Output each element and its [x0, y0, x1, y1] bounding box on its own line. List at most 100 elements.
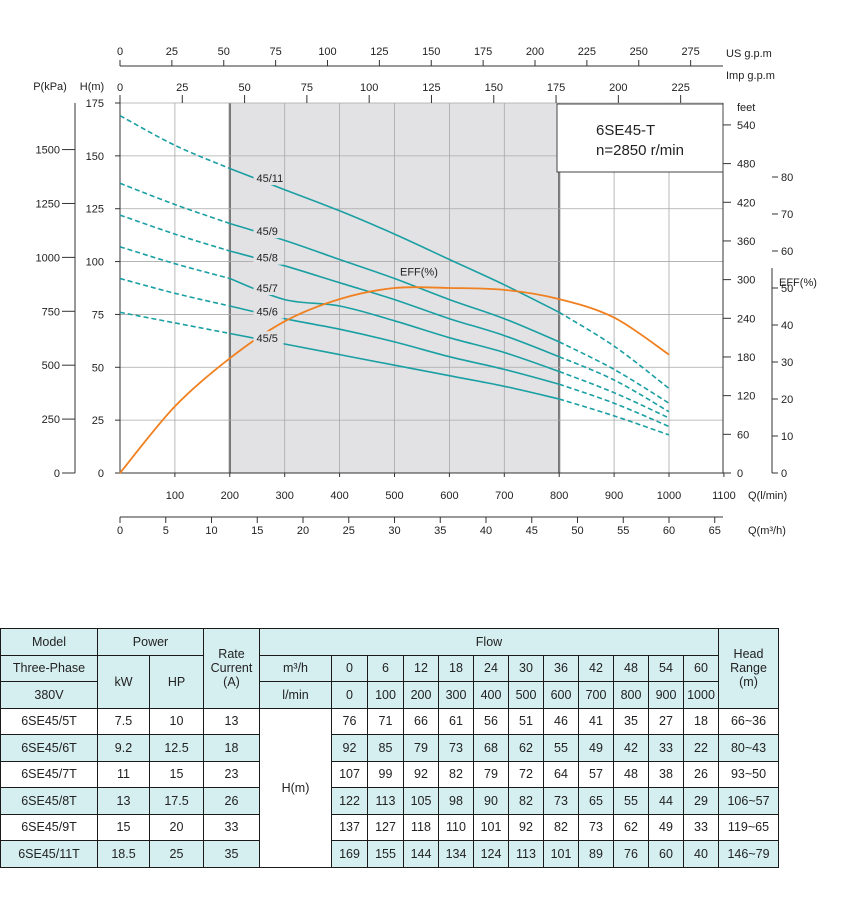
head-value-cell: 66 — [403, 707, 439, 735]
series-label-bg — [253, 304, 284, 319]
x-lpm-tick-label: 600 — [440, 490, 458, 502]
x-usgpm-tick-label: 225 — [578, 46, 596, 58]
y-head-tick-label: 150 — [86, 151, 104, 163]
flow-lmin-cell: 800 — [613, 681, 649, 709]
head-value-cell: 40 — [683, 840, 719, 868]
y-feet-tick-label: 540 — [737, 120, 755, 132]
x-usgpm-tick-label: 50 — [218, 46, 230, 58]
head-value-cell: 82 — [508, 787, 544, 815]
hp-cell: 25 — [149, 840, 204, 868]
head-value-cell: 72 — [508, 760, 544, 788]
y-feet-unit-label: feet — [737, 102, 755, 114]
y-eff-tick-label: 60 — [781, 246, 793, 258]
head-range-cell: 93~50 — [718, 760, 779, 788]
x-m3h-tick-label: 20 — [297, 525, 309, 537]
flow-lmin-cell: 1000 — [683, 681, 719, 709]
x-usgpm-tick-label: 25 — [166, 46, 178, 58]
head-value-cell: 73 — [578, 813, 614, 841]
head-value-cell: 79 — [473, 760, 509, 788]
x-usgpm-tick-label: 0 — [117, 46, 123, 58]
head-value-cell: 22 — [683, 734, 719, 762]
model-cell: 6SE45/8T — [0, 787, 98, 815]
head-range-cell: 146~79 — [718, 840, 779, 868]
x-impgpm-tick-label: 100 — [360, 82, 378, 94]
y-feet-tick-label: 60 — [737, 429, 749, 441]
head-value-cell: 71 — [367, 707, 404, 735]
head-value-cell: 122 — [331, 787, 368, 815]
head-curve-dashed-high — [558, 398, 670, 436]
y-eff-tick-label: 50 — [781, 283, 793, 295]
head-curve-dashed-high — [558, 311, 670, 390]
head-value-cell: 62 — [508, 734, 544, 762]
x-usgpm-tick-label: 250 — [630, 46, 648, 58]
series-label: 45/5 — [257, 333, 278, 345]
x-impgpm-unit-label: Imp g.p.m — [726, 70, 775, 82]
current-cell: 35 — [203, 840, 260, 868]
head-curve-dashed-high — [558, 355, 670, 413]
model-cell: 6SE45/5T — [0, 707, 98, 735]
x-usgpm-tick-label: 125 — [370, 46, 388, 58]
x-lpm-tick-label: 800 — [550, 490, 568, 502]
header-hp: HP — [149, 654, 204, 709]
y-kpa-tick-label: 750 — [42, 306, 60, 318]
head-curve — [229, 250, 560, 358]
header-lmin: l/min — [259, 681, 332, 709]
head-value-cell: 85 — [367, 734, 404, 762]
flow-lmin-cell: 400 — [473, 681, 509, 709]
head-value-cell: 144 — [403, 840, 439, 868]
kw-cell: 18.5 — [97, 840, 150, 868]
head-curve-dashed-high — [558, 341, 670, 404]
model-cell: 6SE45/7T — [0, 760, 98, 788]
head-value-cell: 113 — [367, 787, 404, 815]
x-m3h-tick-label: 40 — [480, 525, 492, 537]
hp-cell: 15 — [149, 760, 204, 788]
head-value-cell: 110 — [438, 813, 474, 841]
head-value-cell: 56 — [473, 707, 509, 735]
table-row: 6SE45/5T 7.5 10 13 H(m) 76 71 66 61 56 51 46 41 35 27 1… — [0, 707, 779, 868]
head-value-cell: 99 — [367, 760, 404, 788]
y-head-unit-label: H(m) — [80, 81, 104, 93]
kw-cell: 7.5 — [97, 707, 150, 735]
x-usgpm-tick-label: 100 — [318, 46, 336, 58]
hp-cell: 10 — [149, 707, 204, 735]
y-feet-tick-label: 420 — [737, 197, 755, 209]
model-info-box: 6SE45-T n=2850 r/min — [556, 103, 724, 173]
head-curve — [229, 305, 560, 385]
x-lpm-tick-label: 500 — [385, 490, 403, 502]
flow-lmin-cell: 500 — [508, 681, 544, 709]
flow-lmin-cell: 700 — [578, 681, 614, 709]
header-head-range: Head Range (m) — [718, 628, 779, 709]
head-value-cell: 105 — [403, 787, 439, 815]
header-model: Model — [0, 628, 98, 656]
head-curve-dashed-low — [119, 114, 231, 170]
y-kpa-unit-label: P(kPa) — [33, 81, 67, 93]
head-value-cell: 49 — [648, 813, 684, 841]
x-m3h-tick-label: 55 — [617, 525, 629, 537]
x-m3h-tick-label: 5 — [163, 525, 169, 537]
x-m3h-tick-label: 15 — [251, 525, 263, 537]
x-m3h-tick-label: 45 — [526, 525, 538, 537]
flow-m3h-cell: 48 — [613, 654, 649, 682]
header-voltage: 380V — [0, 681, 98, 709]
x-lpm-tick-label: 1000 — [657, 490, 681, 502]
head-value-cell: 76 — [331, 707, 368, 735]
head-value-cell: 98 — [438, 787, 474, 815]
current-cell: 13 — [203, 707, 260, 735]
current-cell: 23 — [203, 760, 260, 788]
head-value-cell: 92 — [508, 813, 544, 841]
flow-lmin-cell: 100 — [367, 681, 404, 709]
head-value-cell: 62 — [613, 813, 649, 841]
table-row: 6SE45/9T 15 20 33 137 127 118 110 101 92 82 73 62 49 3… — [0, 813, 779, 841]
head-curve-dashed-high — [558, 370, 670, 419]
head-value-cell: 33 — [648, 734, 684, 762]
x-lpm-tick-label: 700 — [495, 490, 513, 502]
x-impgpm-tick-label: 75 — [301, 82, 313, 94]
x-impgpm-tick-label: 200 — [609, 82, 627, 94]
head-curve-dashed-low — [119, 311, 230, 335]
flow-m3h-cell: 0 — [331, 654, 368, 682]
x-impgpm-tick-label: 175 — [547, 82, 565, 94]
current-cell: 26 — [203, 787, 260, 815]
y-kpa-tick-label: 1500 — [36, 145, 60, 157]
flow-m3h-cell: 36 — [543, 654, 579, 682]
series-label: 45/11 — [257, 173, 284, 185]
